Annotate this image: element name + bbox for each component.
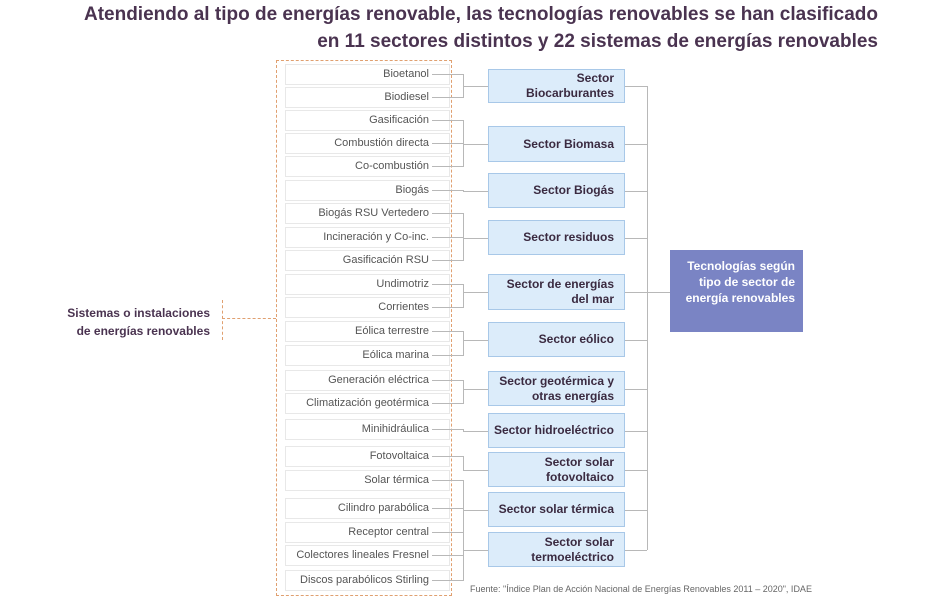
system-connector bbox=[432, 190, 463, 191]
label-connector bbox=[222, 318, 276, 319]
system-item: Bioetanol bbox=[285, 64, 450, 85]
source-note: Fuente: "Índice Plan de Acción Nacional … bbox=[470, 584, 812, 594]
system-connector bbox=[432, 307, 463, 308]
system-connector bbox=[432, 580, 463, 581]
system-item: Solar térmica bbox=[285, 470, 450, 491]
group-bracket bbox=[463, 213, 464, 261]
group-bracket bbox=[463, 480, 464, 511]
system-connector bbox=[432, 456, 463, 457]
system-connector bbox=[432, 74, 463, 75]
sector-node: Sector Biocarburantes bbox=[488, 69, 625, 103]
sector-trunk-connector bbox=[625, 86, 647, 87]
systems-group-border bbox=[276, 60, 452, 596]
sector-node: Sector Biogás bbox=[488, 173, 625, 208]
sector-connector bbox=[463, 470, 488, 471]
label-bracket bbox=[222, 300, 223, 340]
system-item: Eólica marina bbox=[285, 345, 450, 366]
sector-connector bbox=[463, 340, 488, 341]
system-item: Generación eléctrica bbox=[285, 370, 450, 391]
group-bracket bbox=[463, 120, 464, 167]
sector-connector bbox=[463, 191, 488, 192]
system-item: Cilindro parabólica bbox=[285, 498, 450, 519]
systems-label-line-1: Sistemas o instalaciones bbox=[67, 306, 210, 320]
sector-trunk-connector bbox=[625, 191, 647, 192]
system-connector bbox=[432, 97, 463, 98]
systems-label: Sistemas o instalaciones de energías ren… bbox=[67, 304, 210, 340]
system-item: Corrientes bbox=[285, 297, 450, 318]
sector-trunk-connector bbox=[625, 238, 647, 239]
system-item: Undimotriz bbox=[285, 274, 450, 295]
sector-trunk-connector bbox=[625, 470, 647, 471]
system-item: Fotovoltaica bbox=[285, 446, 450, 467]
sector-connector bbox=[463, 389, 488, 390]
system-item: Gasificación bbox=[285, 110, 450, 131]
group-bracket bbox=[463, 456, 464, 471]
system-item: Colectores lineales Fresnel bbox=[285, 545, 450, 566]
system-connector bbox=[432, 237, 463, 238]
system-connector bbox=[432, 480, 463, 481]
system-connector bbox=[432, 284, 463, 285]
group-bracket bbox=[463, 331, 464, 356]
systems-label-line-2: de energías renovables bbox=[76, 324, 210, 338]
system-item: Discos parabólicos Stirling bbox=[285, 570, 450, 591]
sector-node: Sector de energías del mar bbox=[488, 274, 625, 310]
sector-node: Sector geotérmica y otras energías bbox=[488, 371, 625, 406]
trunk-line bbox=[647, 86, 648, 550]
system-connector bbox=[432, 429, 463, 430]
title-line-2: en 11 sectores distintos y 22 sistemas d… bbox=[317, 31, 878, 52]
sector-trunk-connector bbox=[625, 292, 647, 293]
group-bracket bbox=[463, 380, 464, 404]
system-item: Receptor central bbox=[285, 522, 450, 543]
root-node: Tecnologías según tipo de sector de ener… bbox=[670, 250, 803, 332]
group-bracket bbox=[463, 284, 464, 308]
system-connector bbox=[432, 403, 463, 404]
system-connector bbox=[432, 213, 463, 214]
sector-node: Sector solar fotovoltaico bbox=[488, 452, 625, 487]
sector-trunk-connector bbox=[625, 550, 647, 551]
root-connector bbox=[647, 292, 670, 293]
sector-trunk-connector bbox=[625, 510, 647, 511]
sector-node: Sector Biomasa bbox=[488, 126, 625, 162]
sector-connector bbox=[463, 144, 488, 145]
sector-connector bbox=[463, 86, 488, 87]
title-line-1: Atendiendo al tipo de energías renovable… bbox=[83, 4, 878, 25]
system-item: Combustión directa bbox=[285, 133, 450, 154]
sector-connector bbox=[463, 431, 488, 432]
group-bracket bbox=[463, 508, 464, 581]
sector-node: Sector solar térmica bbox=[488, 492, 625, 527]
system-connector bbox=[432, 355, 463, 356]
sector-trunk-connector bbox=[625, 389, 647, 390]
sector-trunk-connector bbox=[625, 144, 647, 145]
system-connector bbox=[432, 120, 463, 121]
group-bracket bbox=[463, 429, 464, 432]
system-item: Biogás bbox=[285, 180, 450, 201]
system-item: Biodiesel bbox=[285, 87, 450, 108]
system-connector bbox=[432, 260, 463, 261]
sector-trunk-connector bbox=[625, 431, 647, 432]
system-item: Minihidráulica bbox=[285, 419, 450, 440]
system-connector bbox=[432, 331, 463, 332]
system-connector bbox=[432, 508, 463, 509]
system-item: Eólica terrestre bbox=[285, 321, 450, 342]
sector-node: Sector eólico bbox=[488, 322, 625, 357]
system-item: Gasificación RSU bbox=[285, 250, 450, 271]
sector-connector bbox=[463, 510, 488, 511]
system-item: Incineración y Co-inc. bbox=[285, 227, 450, 248]
system-connector bbox=[432, 143, 463, 144]
system-connector bbox=[432, 380, 463, 381]
sector-node: Sector solar termoeléctrico bbox=[488, 532, 625, 567]
sector-node: Sector hidroeléctrico bbox=[488, 413, 625, 448]
system-item: Climatización geotérmica bbox=[285, 393, 450, 414]
sector-node: Sector residuos bbox=[488, 220, 625, 255]
sector-connector bbox=[463, 292, 488, 293]
sector-connector bbox=[463, 238, 488, 239]
system-connector bbox=[432, 555, 463, 556]
system-item: Co-combustión bbox=[285, 156, 450, 177]
sector-trunk-connector bbox=[625, 340, 647, 341]
system-connector bbox=[432, 532, 463, 533]
system-item: Biogás RSU Vertedero bbox=[285, 203, 450, 224]
system-connector bbox=[432, 166, 463, 167]
sector-connector bbox=[463, 550, 488, 551]
